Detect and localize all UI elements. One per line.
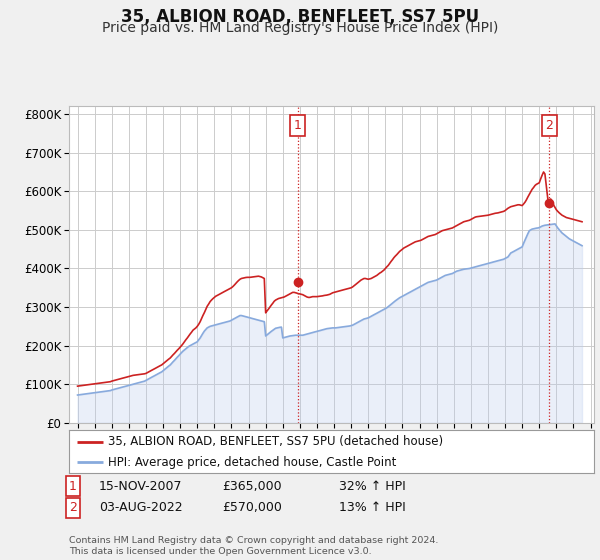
Text: 03-AUG-2022: 03-AUG-2022 [99,501,182,515]
Text: 32% ↑ HPI: 32% ↑ HPI [339,479,406,493]
Text: 13% ↑ HPI: 13% ↑ HPI [339,501,406,515]
Text: Contains HM Land Registry data © Crown copyright and database right 2024.
This d: Contains HM Land Registry data © Crown c… [69,536,439,556]
Text: 15-NOV-2007: 15-NOV-2007 [99,479,182,493]
Text: 1: 1 [69,479,77,493]
Text: £365,000: £365,000 [222,479,281,493]
Text: 1: 1 [294,119,302,132]
Text: 2: 2 [545,119,553,132]
Text: 35, ALBION ROAD, BENFLEET, SS7 5PU (detached house): 35, ALBION ROAD, BENFLEET, SS7 5PU (deta… [109,435,443,448]
Text: 35, ALBION ROAD, BENFLEET, SS7 5PU: 35, ALBION ROAD, BENFLEET, SS7 5PU [121,8,479,26]
Text: Price paid vs. HM Land Registry's House Price Index (HPI): Price paid vs. HM Land Registry's House … [102,21,498,35]
Text: HPI: Average price, detached house, Castle Point: HPI: Average price, detached house, Cast… [109,456,397,469]
Text: 2: 2 [69,501,77,515]
Text: £570,000: £570,000 [222,501,282,515]
